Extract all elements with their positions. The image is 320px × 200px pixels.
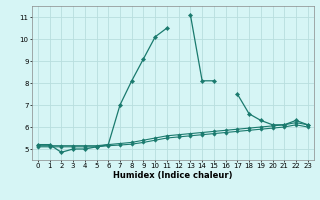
X-axis label: Humidex (Indice chaleur): Humidex (Indice chaleur) <box>113 171 233 180</box>
